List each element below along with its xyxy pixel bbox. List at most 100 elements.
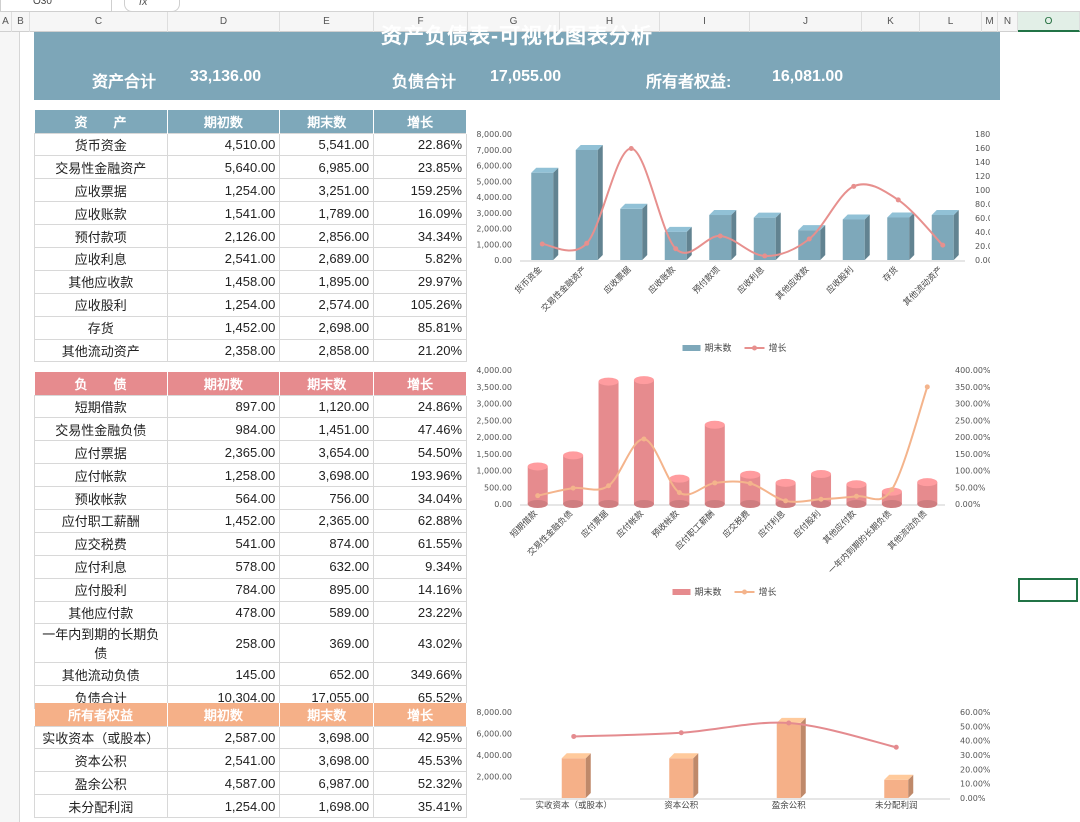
assets-cell[interactable]: 2,689.00 bbox=[279, 246, 375, 271]
liabilities-cell[interactable]: 47.46% bbox=[373, 417, 467, 442]
assets-header-cell[interactable]: 期末数 bbox=[279, 110, 375, 133]
liabilities-cell[interactable]: 其他流动负债 bbox=[34, 662, 168, 687]
assets-cell[interactable]: 1,254.00 bbox=[166, 178, 281, 203]
assets-cell[interactable]: 预付款项 bbox=[34, 224, 168, 248]
equity-cell[interactable]: 6,987.00 bbox=[279, 771, 375, 796]
liabilities-cell[interactable]: 应付股利 bbox=[34, 577, 168, 602]
assets-cell[interactable]: 2,856.00 bbox=[279, 224, 375, 248]
assets-cell[interactable]: 2,358.00 bbox=[166, 338, 281, 363]
equity-cell[interactable]: 2,587.00 bbox=[166, 725, 281, 750]
equity-cell[interactable]: 3,698.00 bbox=[279, 748, 375, 773]
liabilities-cell[interactable]: 应付职工薪酬 bbox=[34, 508, 168, 533]
liabilities-cell[interactable]: 54.50% bbox=[373, 440, 467, 465]
liabilities-cell[interactable]: 其他应付款 bbox=[34, 600, 168, 625]
assets-cell[interactable]: 2,858.00 bbox=[279, 338, 375, 363]
liabilities-cell[interactable]: 895.00 bbox=[279, 577, 375, 602]
liabilities-cell[interactable]: 784.00 bbox=[166, 577, 281, 602]
liabilities-cell[interactable]: 578.00 bbox=[166, 554, 281, 579]
assets-chart[interactable]: 0.00 1,000.00 2,000.00 3,000.00 4,000.00 5,00… bbox=[470, 122, 990, 362]
assets-cell[interactable]: 5.82% bbox=[373, 246, 467, 271]
assets-cell[interactable]: 应收票据 bbox=[34, 178, 168, 203]
assets-cell[interactable]: 2,126.00 bbox=[166, 224, 281, 248]
liabilities-cell[interactable]: 193.96% bbox=[373, 463, 467, 488]
liabilities-cell[interactable]: 23.22% bbox=[373, 600, 467, 625]
assets-cell[interactable]: 22.86% bbox=[373, 132, 467, 157]
assets-cell[interactable]: 5,541.00 bbox=[279, 132, 375, 157]
assets-cell[interactable]: 16.09% bbox=[373, 201, 467, 226]
equity-cell[interactable]: 2,541.00 bbox=[166, 748, 281, 773]
assets-cell[interactable]: 2,574.00 bbox=[279, 292, 375, 317]
liabilities-chart[interactable]: 0.00 500.00 1,000.00 1,500.00 2,000.00 2,500.… bbox=[470, 360, 990, 604]
liabilities-cell[interactable]: 1,120.00 bbox=[279, 394, 375, 419]
equity-cell[interactable]: 未分配利润 bbox=[34, 794, 168, 819]
equity-header-cell[interactable]: 期初数 bbox=[167, 703, 281, 726]
equity-cell[interactable]: 45.53% bbox=[373, 748, 467, 773]
assets-cell[interactable]: 29.97% bbox=[373, 269, 467, 294]
liabilities-cell[interactable]: 62.88% bbox=[373, 508, 467, 533]
liabilities-cell[interactable]: 应交税费 bbox=[34, 531, 168, 556]
liabilities-cell[interactable]: 478.00 bbox=[166, 600, 281, 625]
liabilities-header-cell[interactable]: 增长 bbox=[373, 372, 467, 395]
liabilities-cell[interactable]: 1,452.00 bbox=[166, 508, 281, 533]
equity-cell[interactable]: 42.95% bbox=[373, 725, 467, 750]
assets-cell[interactable]: 2,698.00 bbox=[279, 315, 375, 340]
column-header-e[interactable]: E bbox=[280, 12, 374, 32]
assets-cell[interactable]: 交易性金融资产 bbox=[34, 155, 168, 180]
assets-cell[interactable]: 1,458.00 bbox=[166, 269, 281, 294]
assets-cell[interactable]: 85.81% bbox=[373, 315, 467, 340]
liabilities-cell[interactable]: 43.02% bbox=[373, 623, 467, 664]
liabilities-cell[interactable]: 应付利息 bbox=[34, 554, 168, 579]
assets-cell[interactable]: 1,254.00 bbox=[166, 292, 281, 317]
liabilities-cell[interactable]: 589.00 bbox=[279, 600, 375, 625]
equity-cell[interactable]: 资本公积 bbox=[34, 748, 168, 773]
assets-header-cell[interactable]: 增长 bbox=[373, 110, 467, 133]
assets-cell[interactable]: 1,541.00 bbox=[166, 201, 281, 226]
assets-cell[interactable]: 21.20% bbox=[373, 338, 467, 363]
liabilities-cell[interactable]: 258.00 bbox=[166, 623, 281, 664]
name-box[interactable]: O30 bbox=[0, 0, 112, 12]
liabilities-cell[interactable]: 应付帐款 bbox=[34, 463, 168, 488]
assets-cell[interactable]: 存货 bbox=[34, 315, 168, 340]
assets-cell[interactable]: 其他流动资产 bbox=[34, 338, 168, 363]
equity-cell[interactable]: 4,587.00 bbox=[166, 771, 281, 796]
assets-header-cell[interactable]: 期初数 bbox=[167, 110, 281, 133]
assets-cell[interactable]: 3,251.00 bbox=[279, 178, 375, 203]
equity-cell[interactable]: 实收资本（或股本） bbox=[34, 725, 168, 750]
liabilities-cell[interactable]: 874.00 bbox=[279, 531, 375, 556]
assets-cell[interactable]: 应收利息 bbox=[34, 246, 168, 271]
assets-cell[interactable]: 34.34% bbox=[373, 224, 467, 248]
assets-cell[interactable]: 5,640.00 bbox=[166, 155, 281, 180]
equity-header-cell[interactable]: 所有者权益 bbox=[34, 703, 168, 726]
assets-cell[interactable]: 其他应收款 bbox=[34, 269, 168, 294]
equity-cell[interactable]: 3,698.00 bbox=[279, 725, 375, 750]
column-header-k[interactable]: K bbox=[862, 12, 920, 32]
assets-header-cell[interactable]: 资 产 bbox=[34, 110, 168, 133]
liabilities-cell[interactable]: 交易性金融负债 bbox=[34, 417, 168, 442]
equity-cell[interactable]: 盈余公积 bbox=[34, 771, 168, 796]
column-header-g[interactable]: G bbox=[468, 12, 560, 32]
liabilities-cell[interactable]: 3,654.00 bbox=[279, 440, 375, 465]
equity-header-cell[interactable]: 期末数 bbox=[279, 703, 375, 726]
column-header-i[interactable]: I bbox=[660, 12, 750, 32]
liabilities-cell[interactable]: 34.04% bbox=[373, 486, 467, 510]
equity-cell[interactable]: 35.41% bbox=[373, 794, 467, 819]
liabilities-cell[interactable]: 541.00 bbox=[166, 531, 281, 556]
column-header-n[interactable]: N bbox=[998, 12, 1018, 32]
liabilities-cell[interactable]: 3,698.00 bbox=[279, 463, 375, 488]
equity-header-cell[interactable]: 增长 bbox=[373, 703, 467, 726]
liabilities-cell[interactable]: 897.00 bbox=[166, 394, 281, 419]
assets-cell[interactable]: 23.85% bbox=[373, 155, 467, 180]
active-cell-cursor[interactable] bbox=[1018, 578, 1078, 602]
liabilities-cell[interactable]: 756.00 bbox=[279, 486, 375, 510]
liabilities-cell[interactable]: 应付票据 bbox=[34, 440, 168, 465]
column-header-h[interactable]: H bbox=[560, 12, 660, 32]
equity-cell[interactable]: 1,698.00 bbox=[279, 794, 375, 819]
column-header-j[interactable]: J bbox=[750, 12, 862, 32]
liabilities-header-cell[interactable]: 负 债 bbox=[34, 372, 168, 395]
liabilities-cell[interactable]: 349.66% bbox=[373, 662, 467, 687]
equity-cell[interactable]: 1,254.00 bbox=[166, 794, 281, 819]
assets-cell[interactable]: 应收账款 bbox=[34, 201, 168, 226]
assets-cell[interactable]: 1,789.00 bbox=[279, 201, 375, 226]
column-header-f[interactable]: F bbox=[374, 12, 468, 32]
liabilities-cell[interactable]: 2,365.00 bbox=[279, 508, 375, 533]
